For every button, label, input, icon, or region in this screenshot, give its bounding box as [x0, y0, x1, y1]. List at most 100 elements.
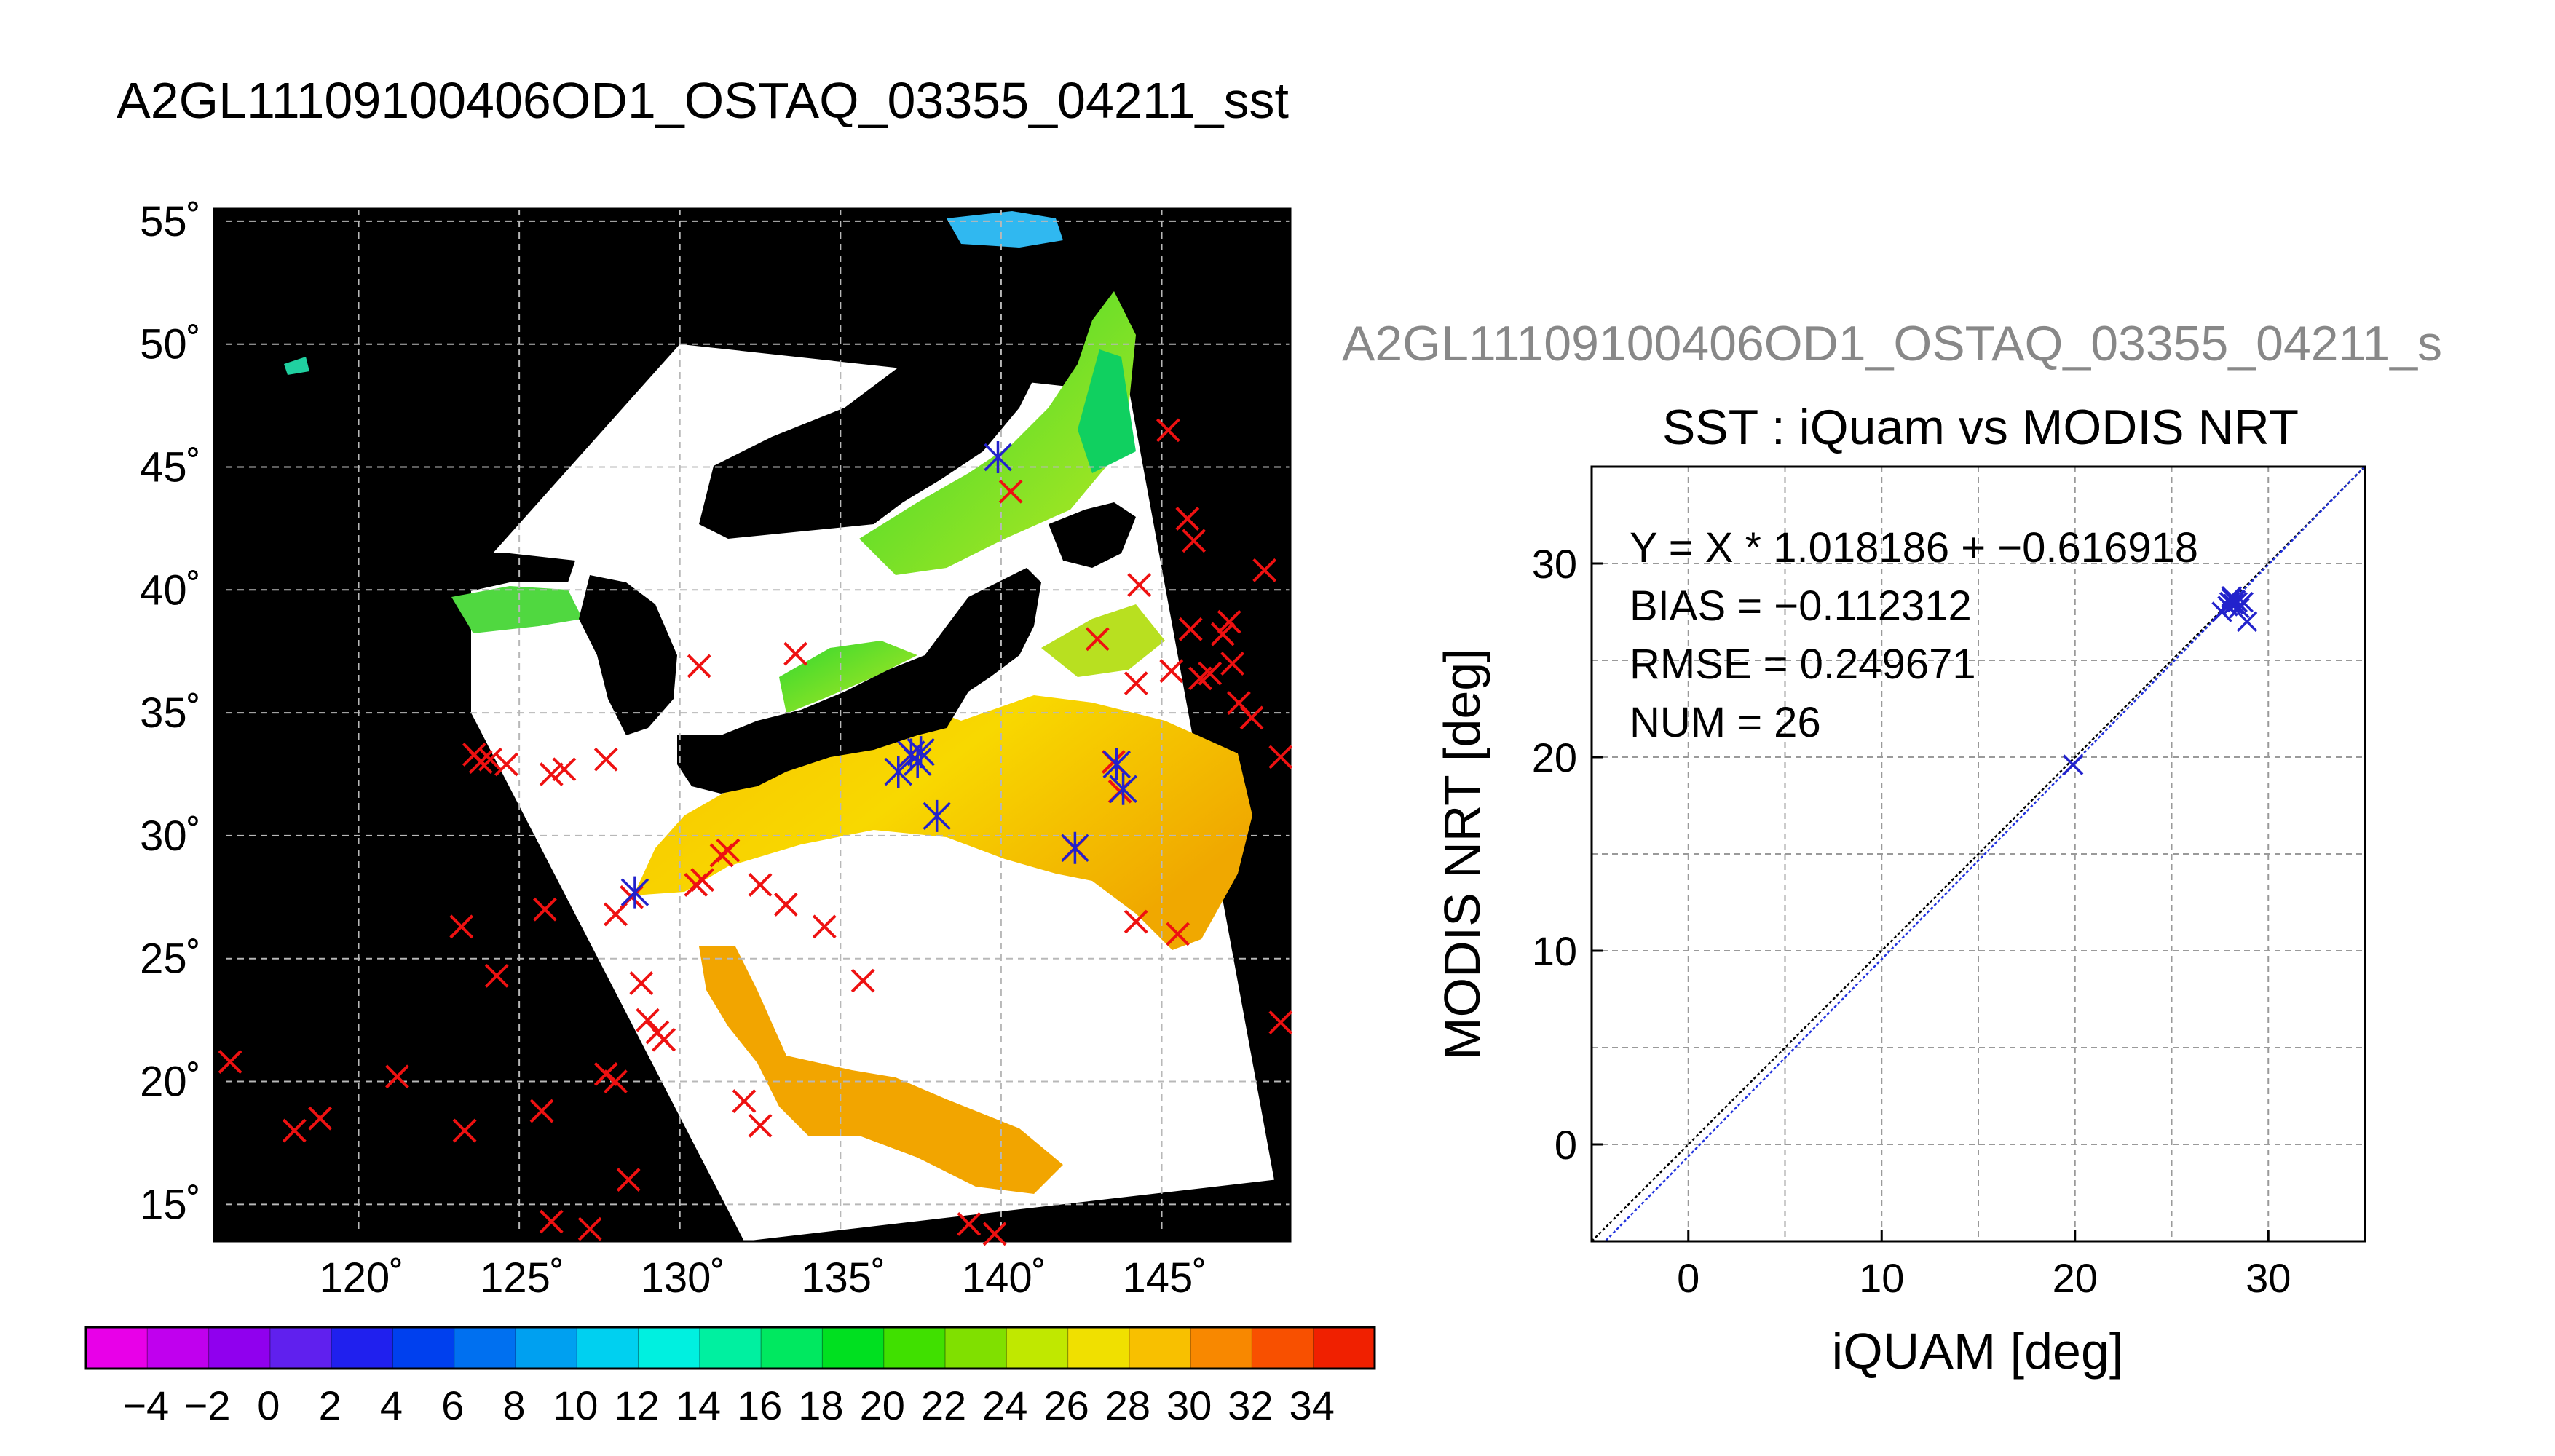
iquam-marker [1175, 506, 1200, 531]
iquam-marker [449, 914, 474, 939]
map-x-tick-label: 135˚ [801, 1254, 885, 1302]
colorbar-cell [1313, 1327, 1375, 1369]
iquam-marker [218, 1050, 242, 1074]
colorbar-frame [84, 1326, 1376, 1370]
scatter-subtitle: A2GL11109100406OD1_OSTAQ_03355_04211_s [1342, 316, 2442, 371]
identity-line [1592, 467, 2365, 1241]
colorbar-label: −2 [184, 1382, 231, 1428]
iquam-marker [552, 757, 577, 782]
iquam-marker [494, 752, 518, 777]
map-x-tick-label: 140˚ [962, 1254, 1046, 1302]
sst-patch-japan-sea [779, 641, 917, 713]
scatter-title: SST : iQuam vs MODIS NRT [1662, 400, 2299, 455]
iquam-marker [1220, 652, 1245, 676]
iquam-marker [1178, 617, 1203, 641]
scatter-x-tick-labels: 0 10 20 30 [1677, 1230, 2291, 1301]
iquam-marker [982, 1222, 1007, 1246]
scatter-point [2232, 591, 2254, 613]
colorbar-label: 28 [1105, 1382, 1150, 1428]
iquam-marker [773, 893, 798, 917]
iquam-marker [1124, 671, 1148, 696]
scatter-panel: A2GL11109100406OD1_OSTAQ_03355_04211_s S… [1342, 316, 2442, 1380]
iquam-marker [684, 873, 708, 897]
iquam-marker [385, 1064, 409, 1089]
scatter-stat-line: NUM = 26 [1630, 699, 1821, 746]
scatter-point [2221, 585, 2243, 607]
colorbar-cell [1006, 1327, 1069, 1369]
colorbar-cell [577, 1327, 639, 1369]
iquam-marker [1182, 529, 1207, 553]
scatter-stat-line: BIAS = −0.112312 [1630, 582, 1972, 630]
iquam-marker [1198, 661, 1223, 686]
colorbar-label: 30 [1166, 1382, 1212, 1428]
colorbar-cell [883, 1327, 946, 1369]
scatter-y-tick-label: 0 [1555, 1122, 1577, 1168]
colorbar-label: 34 [1290, 1382, 1335, 1428]
colorbar-label: 24 [982, 1382, 1027, 1428]
match-marker [984, 440, 1012, 473]
scatter-x-label: iQUAM [deg] [1832, 1323, 2124, 1380]
iquam-marker [1252, 558, 1277, 582]
scatter-stat-line: RMSE = 0.249671 [1630, 641, 1976, 688]
colorbar-cell [638, 1327, 700, 1369]
colorbar-label: 26 [1043, 1382, 1089, 1428]
iquam-marker [1210, 622, 1235, 646]
map-x-tick-labels: 120˚ 125˚ 130˚ 135˚ 140˚ 145˚ [319, 1231, 1207, 1302]
colorbar-cell [86, 1327, 148, 1369]
colorbar-cell [1067, 1327, 1130, 1369]
sst-map-panel: 120˚ 125˚ 130˚ 135˚ 140˚ 145˚ 15˚ 20˚ 25˚ 30˚ 35˚… [140, 198, 1293, 1302]
land-japan [677, 568, 1041, 794]
map-y-tick-label: 30˚ [140, 812, 201, 860]
iquam-marker [850, 968, 875, 993]
iquam-marker [1156, 418, 1180, 443]
colorbar-label: 20 [860, 1382, 905, 1428]
sst-patch-south [699, 946, 1063, 1194]
land-korea [579, 575, 677, 735]
scatter-frame [1590, 465, 2366, 1243]
iquam-marker [998, 479, 1023, 504]
scatter-y-tick-labels: 0 10 20 30 [1532, 541, 1603, 1168]
sst-patch-yellow-sea [451, 586, 583, 633]
colorbar-label: 8 [502, 1382, 525, 1428]
colorbar-label: 18 [798, 1382, 843, 1428]
colorbar-label: 6 [441, 1382, 464, 1428]
match-marker [884, 756, 912, 788]
match-markers [620, 440, 1137, 909]
scatter-point [2229, 597, 2250, 619]
scatter-grid [1592, 467, 2365, 1241]
land-north [699, 218, 1063, 539]
colorbar-cells [86, 1327, 1375, 1369]
colorbar-cell [945, 1327, 1007, 1369]
colorbar-cell [147, 1327, 210, 1369]
match-marker [1109, 772, 1137, 805]
colorbar-cell [1129, 1327, 1191, 1369]
iquam-marker [478, 747, 502, 772]
colorbar-cell [454, 1327, 516, 1369]
colorbar-label: 2 [319, 1382, 341, 1428]
iquam-marker [484, 963, 509, 988]
map-y-tick-label: 55˚ [140, 198, 201, 245]
iquam-marker [593, 747, 618, 772]
colorbar-cell [269, 1327, 332, 1369]
fit-line [1603, 467, 2365, 1241]
iquam-marker [957, 1211, 982, 1236]
iquam-marker [282, 1118, 307, 1143]
iquam-marker [1239, 705, 1264, 730]
sst-colorbar: −4 −2 0 2 4 6 8 10 12 14 16 18 20 22 24 26 28 30 32 34 [84, 1326, 1376, 1428]
map-frame [213, 207, 1292, 1243]
iquam-marker [687, 654, 711, 678]
colorbar-label: 16 [737, 1382, 782, 1428]
iquam-marker [1166, 922, 1190, 946]
sst-patch-okhotsk [859, 291, 1136, 575]
map-x-tick-label: 120˚ [319, 1254, 403, 1302]
scatter-point [2062, 754, 2084, 775]
map-y-tick-label: 35˚ [140, 689, 201, 737]
colorbar-cell [516, 1327, 577, 1369]
colorbar-cell [392, 1327, 455, 1369]
sst-patch-cyan [947, 211, 1063, 248]
colorbar-label: 12 [614, 1382, 659, 1428]
iquam-marker [1268, 745, 1293, 769]
iquam-marker [748, 1113, 773, 1138]
map-y-tick-label: 40˚ [140, 566, 201, 614]
map-y-tick-label: 50˚ [140, 321, 201, 368]
